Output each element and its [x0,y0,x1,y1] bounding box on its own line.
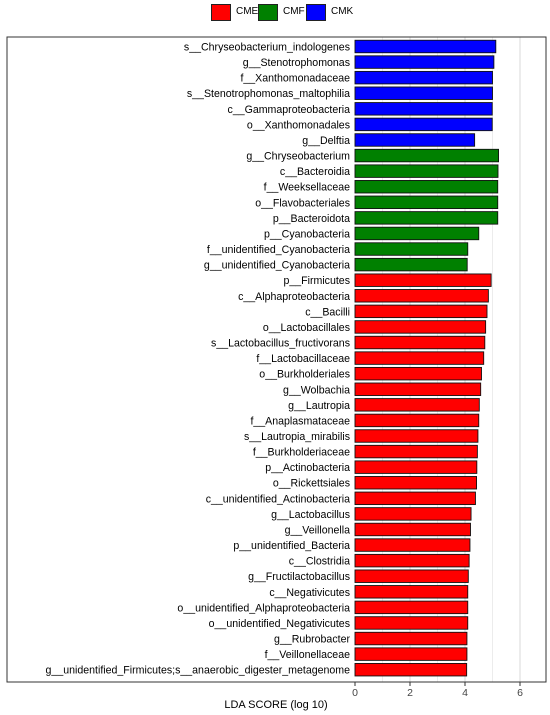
bar [354,476,478,490]
bar-label: c__Gammaproteobacteria [228,104,351,116]
bar-label: o__Burkholderiales [259,369,350,381]
legend-label-cmk: CMK [331,6,354,17]
bar-label: s__Lactobacillus_fructivorans [211,338,350,350]
x-tick-label: 6 [517,687,523,699]
bar-label: o__Lactobacillales [263,322,350,334]
bar [354,195,499,210]
legend-swatch-cme [211,4,231,21]
bar [354,460,478,474]
bar [354,366,482,381]
bar-label: g__Wolbachia [283,384,350,396]
x-tick-label: 0 [352,687,358,699]
bar-label: f__unidentified_Cyanobacteria [207,244,350,256]
bar [354,226,480,241]
bar-label: g__unidentified_Cyanobacteria [204,260,350,272]
bar-label: o__Xanthomonadales [247,119,350,131]
bar-label: c__Alphaproteobacteria [238,291,350,303]
bar-label: g__Stenotrophomonas [243,57,350,69]
bar [354,663,468,677]
bar-label: c__Negativicutes [269,587,350,599]
x-tick-label: 4 [462,687,468,699]
bar [354,413,480,428]
bar [354,257,468,272]
bar [354,398,480,412]
bar-label: f__Lactobacillaceae [256,353,350,365]
bar [354,335,486,350]
bar-label: f__Xanthomonadaceae [240,73,350,85]
bar [354,164,499,178]
bar-label: c__Clostridia [289,556,350,568]
bar-label: o__Rickettsiales [273,478,350,490]
bar-label: g__Lactobacillus [271,509,350,521]
bar [354,320,487,334]
bar [354,507,472,521]
bar [354,600,469,615]
x-axis-title: LDA SCORE (log 10) [224,699,327,711]
bar-label: p__Actinobacteria [265,462,350,474]
legend-label-cme: CME [236,6,259,17]
bar-label: p__Firmicutes [283,275,350,287]
bar-label: f__Anaplasmataceae [250,415,350,427]
bar-label: f__Burkholderiaceae [253,447,350,459]
bar [354,616,469,630]
legend-swatch-cmf [258,4,278,21]
bar [354,351,485,365]
bar-label: g__unidentified_Firmicutes;s__anaerobic_… [46,665,351,677]
bar-label: g__Delftia [302,135,350,147]
chart-frame [6,36,547,683]
bar-label: c__Bacteroidia [280,166,350,178]
bar-label: f__Veillonellaceae [265,649,351,661]
legend-swatch-cmk [306,4,326,21]
bar-label: o__unidentified_Alphaproteobacteria [177,602,350,614]
bar [354,86,493,100]
bar [354,242,469,256]
bar-label: s__Stenotrophomonas_maltophilia [187,88,350,100]
bar [354,117,493,132]
bar-label: c__unidentified_Actinobacteria [206,493,350,505]
bar [354,211,499,225]
bar [354,429,479,443]
bar [354,289,489,303]
bar [354,273,492,287]
bar [354,70,493,85]
bar-label: o__unidentified_Negativicutes [209,618,350,630]
bar [354,538,471,552]
bar [354,55,495,69]
bar [354,180,499,194]
bar [354,553,470,568]
bar [354,631,468,646]
bar-label: g__Lautropia [288,400,350,412]
bar-label: o__Flavobacteriales [255,197,350,209]
bar [354,522,471,537]
legend-label-cmf: CMF [283,6,305,17]
bar [354,39,497,54]
bar [354,304,488,319]
bar [354,148,500,163]
bar-label: p__Bacteroidota [273,213,350,225]
bar-label: f__Weeksellaceae [264,182,350,194]
bar-label: s__Chryseobacterium_indologenes [184,42,350,54]
bar-label: g__Fructilactobacillus [248,571,350,583]
bar [354,569,469,583]
bar [354,647,468,661]
bar-label: g__Veillonella [285,524,350,536]
bar [354,133,476,147]
bar [354,585,469,599]
bar [354,382,482,396]
bar-label: s__Lautropia_mirabilis [244,431,350,443]
bar-label: p__Cyanobacteria [264,228,350,240]
bar [354,491,476,506]
x-tick-label: 2 [407,687,413,699]
bar-label: g__Chryseobacterium [246,151,350,163]
bar [354,102,493,116]
bar-label: g__Rubrobacter [274,634,350,646]
bar-label: c__Bacilli [305,306,350,318]
bar-label: p__unidentified_Bacteria [233,540,350,552]
bar [354,444,478,459]
